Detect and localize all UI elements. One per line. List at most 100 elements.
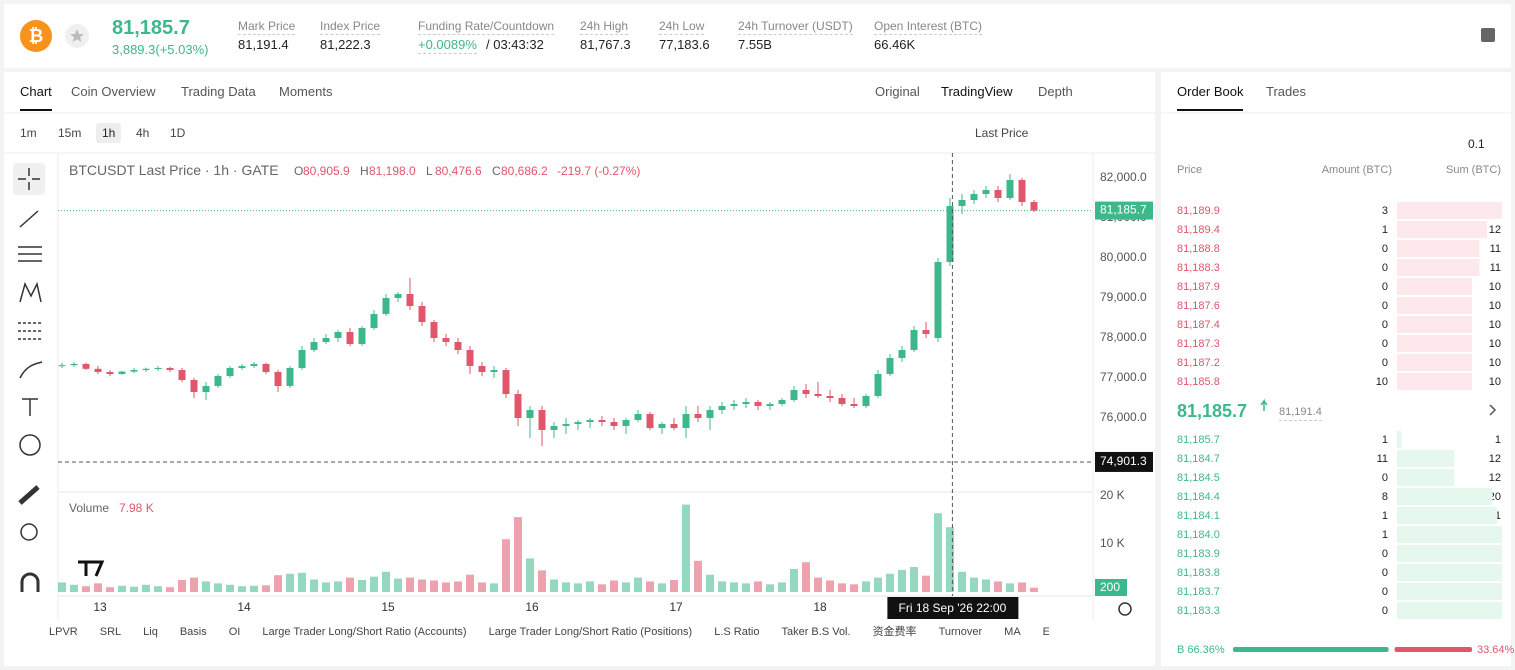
mark-price: 81,191.4 xyxy=(1279,404,1322,421)
indicator[interactable]: Liq xyxy=(143,626,158,638)
candle-body xyxy=(742,402,750,404)
depth-bar xyxy=(1397,545,1502,562)
candle-body xyxy=(754,402,762,406)
tool-projection[interactable] xyxy=(18,322,42,340)
volume-bar xyxy=(718,581,726,592)
tool-pattern[interactable] xyxy=(19,281,42,303)
ob-price: 81,185.8 xyxy=(1177,376,1220,388)
x-tick-label: 17 xyxy=(669,600,683,614)
candle-body xyxy=(286,368,294,386)
candle-body xyxy=(502,370,510,394)
candle-body xyxy=(370,314,378,328)
volume-bar xyxy=(106,587,114,592)
interval[interactable]: 4h xyxy=(136,126,150,140)
tool-line[interactable] xyxy=(19,210,39,228)
candle-body xyxy=(418,306,426,322)
volume-bar xyxy=(358,579,366,592)
volume-bar xyxy=(190,577,198,592)
ob-tab[interactable]: Trades xyxy=(1266,84,1306,99)
volume-bar xyxy=(598,584,606,592)
interval[interactable]: 15m xyxy=(58,126,82,140)
indicator[interactable]: Large Trader Long/Short Ratio (Positions… xyxy=(488,626,693,638)
candle-body xyxy=(442,338,450,342)
indicator[interactable]: SRL xyxy=(99,626,122,638)
tool-ruler[interactable] xyxy=(18,485,40,505)
ob-tab[interactable]: Order Book xyxy=(1177,84,1244,111)
expand-arrow[interactable] xyxy=(1489,404,1497,416)
tool-emoji[interactable] xyxy=(19,434,41,456)
indicator[interactable]: LPVR xyxy=(49,626,78,638)
volume-bar xyxy=(646,581,654,592)
volume-bar xyxy=(910,567,918,592)
tool-zoom[interactable] xyxy=(20,523,38,541)
candle-body xyxy=(790,390,798,400)
depth-bar xyxy=(1397,564,1502,581)
volume-bar xyxy=(430,580,438,592)
ob-sum: 12 xyxy=(1488,472,1501,484)
indicator[interactable]: EMA xyxy=(1042,626,1049,638)
tool-magnet[interactable] xyxy=(20,572,40,592)
ob-amount: 0 xyxy=(1381,548,1388,560)
indicator[interactable]: MA xyxy=(1004,626,1021,638)
x-tick-label: 13 xyxy=(93,600,107,614)
tv-logo xyxy=(78,560,105,577)
stat-value: 81,767.3 xyxy=(580,37,631,52)
chart-tab[interactable]: Coin Overview xyxy=(71,84,156,99)
price-source[interactable]: Last Price xyxy=(975,126,1029,140)
ob-amount: 11 xyxy=(1376,453,1388,465)
stat-label: Mark Price xyxy=(238,19,296,35)
interval[interactable]: 1h xyxy=(96,123,122,143)
candle-body xyxy=(802,390,810,394)
indicator[interactable]: Basis xyxy=(179,626,207,638)
indicator[interactable]: L.S Ratio xyxy=(714,626,760,638)
tool-crosshair[interactable] xyxy=(13,163,45,195)
legend-value: 80,686.2 xyxy=(501,164,548,178)
chart-tab[interactable]: Moments xyxy=(279,84,333,99)
indicator[interactable]: Large Trader Long/Short Ratio (Accounts) xyxy=(262,626,467,638)
interval[interactable]: 1m xyxy=(20,126,37,140)
ob-amount: 0 xyxy=(1381,586,1388,598)
view-tab[interactable]: TradingView xyxy=(941,84,1013,99)
chart-tab[interactable]: Chart xyxy=(20,84,52,111)
candle-body xyxy=(346,332,354,344)
view-tab[interactable]: Original xyxy=(875,84,920,99)
indicator[interactable]: OI xyxy=(228,626,241,638)
candle-body xyxy=(562,424,570,426)
volume-bar xyxy=(382,571,390,592)
tool-fib[interactable] xyxy=(18,246,42,262)
indicator[interactable]: Taker B.S Vol. xyxy=(781,626,851,638)
precision[interactable]: 0.1 xyxy=(1468,137,1485,151)
candle-body xyxy=(514,394,522,418)
interval[interactable]: 1D xyxy=(170,126,186,140)
stat-label: 24h High xyxy=(580,19,629,35)
tool-icon xyxy=(18,168,40,190)
indicator[interactable]: Turnover xyxy=(938,626,983,638)
settings-icon[interactable] xyxy=(1118,602,1132,616)
stat-value: 7.55B xyxy=(738,37,772,52)
tool-text[interactable] xyxy=(22,398,38,416)
indicator[interactable]: 资金费率 xyxy=(872,626,917,638)
legend-value: 81,198.0 xyxy=(369,164,416,178)
volume-tick-label: 20 K xyxy=(1100,488,1125,502)
ob-amount: 0 xyxy=(1381,338,1388,350)
volume-bar xyxy=(586,581,594,592)
stat-value: +0.0089% xyxy=(418,37,477,54)
chart-tab[interactable]: Trading Data xyxy=(181,84,256,99)
volume-bar xyxy=(178,579,186,592)
candle-body xyxy=(94,368,102,372)
candle-body xyxy=(190,380,198,392)
candle-body xyxy=(970,194,978,200)
ob-amount: 1 xyxy=(1381,510,1388,522)
ob-price: 81,188.8 xyxy=(1177,243,1220,255)
last-price-box xyxy=(1095,201,1153,220)
ob-amount: 0 xyxy=(1381,300,1388,312)
volume-bar xyxy=(538,570,546,592)
tool-brush[interactable] xyxy=(19,361,43,379)
ob-price: 81,189.4 xyxy=(1177,224,1220,236)
view-tab[interactable]: Depth xyxy=(1038,84,1073,99)
ob-sum: 11 xyxy=(1489,243,1501,255)
layout-icon[interactable] xyxy=(1481,28,1495,42)
ob-price: 81,187.6 xyxy=(1177,300,1220,312)
volume-bar xyxy=(322,582,330,592)
